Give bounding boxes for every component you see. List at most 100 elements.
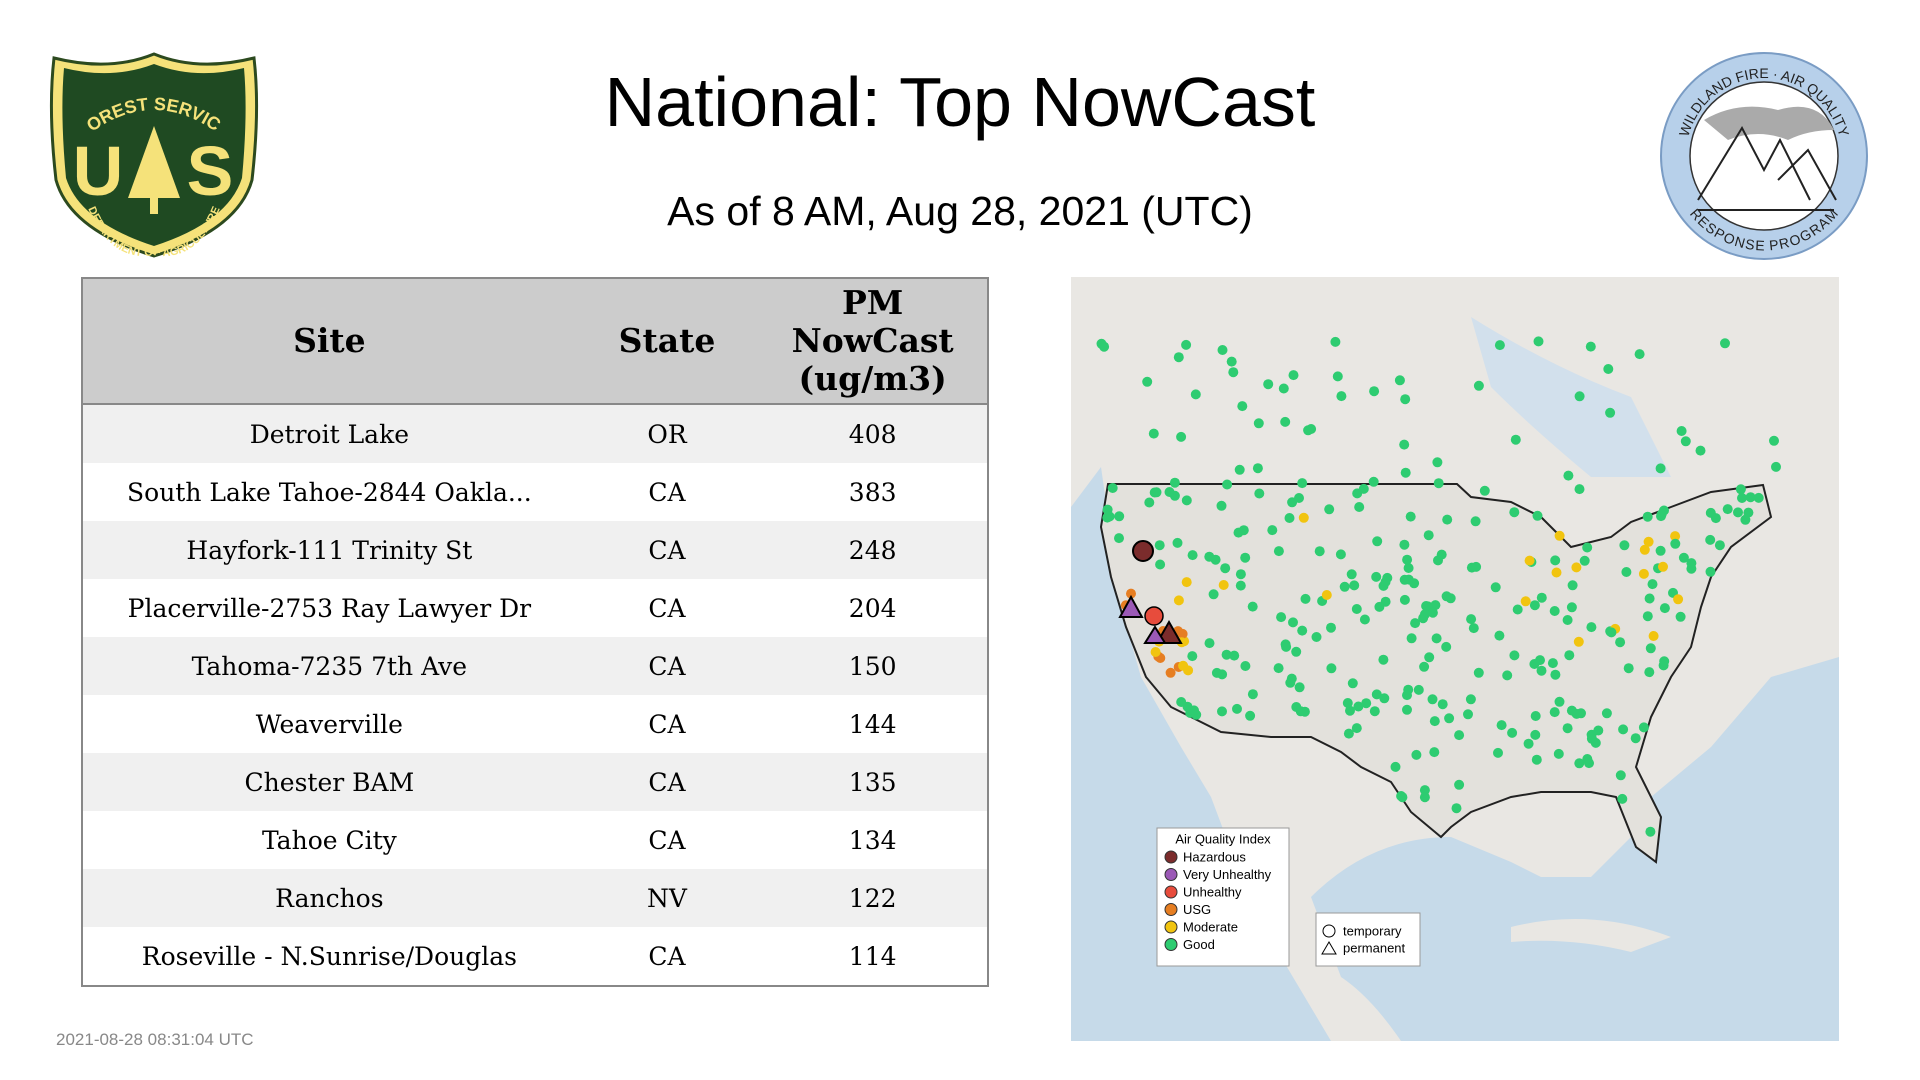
station-dot <box>1554 530 1565 541</box>
station-dot <box>1229 650 1240 661</box>
station-dot <box>1345 705 1355 716</box>
station-dot <box>1740 514 1751 525</box>
station-dot <box>1573 636 1584 647</box>
station-dot <box>1574 391 1585 402</box>
state-cell: CA <box>575 927 759 986</box>
station-dot <box>1165 667 1176 678</box>
station-dot <box>1371 571 1382 582</box>
station-dot <box>1221 649 1232 660</box>
station-dot <box>1720 338 1730 349</box>
station-dot <box>1655 463 1666 474</box>
timestamp: 2021-08-28 08:31:04 UTC <box>56 1030 254 1049</box>
station-dot <box>1520 596 1531 607</box>
station-dot <box>1204 638 1215 649</box>
station-dot <box>1232 703 1242 714</box>
station-dot <box>1399 539 1410 550</box>
station-dot <box>1349 580 1360 591</box>
legend-label: temporary <box>1343 923 1402 938</box>
station-dot <box>1220 563 1231 574</box>
site-cell: Chester BAM <box>82 753 576 811</box>
state-cell: CA <box>575 521 759 579</box>
station-dot <box>1536 592 1547 603</box>
station-dot <box>1154 540 1165 551</box>
station-dot <box>1252 463 1263 474</box>
station-dot <box>1769 435 1779 446</box>
table-row: Roseville - N.Sunrise/Douglas CA 114 <box>82 927 988 986</box>
station-dot <box>1419 785 1430 796</box>
state-cell: CA <box>575 753 759 811</box>
station-dot <box>1419 661 1430 672</box>
station-dot <box>1509 507 1520 518</box>
station-dot <box>1586 729 1597 740</box>
station-dot <box>1164 487 1175 497</box>
station-dot <box>1429 747 1440 758</box>
station-dot <box>1643 536 1654 547</box>
station-dot <box>1427 694 1438 705</box>
station-dot <box>1530 711 1541 721</box>
hudson <box>1471 317 1671 477</box>
station-dot <box>1336 391 1347 402</box>
station-dot <box>1451 803 1462 814</box>
table-body: Detroit Lake OR 408 South Lake Tahoe-2844 O… <box>82 404 988 986</box>
state-cell: CA <box>575 811 759 869</box>
legend-label: Unhealthy <box>1183 884 1242 899</box>
station-dot <box>1585 341 1596 352</box>
station-dot <box>1530 729 1541 740</box>
station-dot <box>1394 375 1405 386</box>
station-dot <box>1343 728 1354 739</box>
station-dot <box>1454 730 1465 741</box>
station-dot <box>1617 793 1628 804</box>
station-dot <box>1695 445 1706 456</box>
table-row: Detroit Lake OR 408 <box>82 404 988 463</box>
station-dot <box>1419 792 1430 803</box>
station-dot <box>1722 504 1733 515</box>
station-dot <box>1531 754 1542 765</box>
station-dot <box>1238 525 1249 536</box>
logo-tree <box>128 126 180 198</box>
logo-smoke <box>1704 106 1834 140</box>
station-dot <box>1372 536 1383 547</box>
station-dot <box>1263 379 1274 390</box>
logo-mountains <box>1697 125 1837 201</box>
station-dot <box>1245 710 1256 721</box>
site-cell: Detroit Lake <box>82 404 576 463</box>
hazardous-site <box>1132 540 1154 562</box>
station-dot <box>1237 401 1248 412</box>
title: National: Top NowCast <box>604 63 1316 141</box>
nowcast-cell: 114 <box>758 927 988 986</box>
station-dot <box>1615 637 1626 648</box>
station-dot <box>1509 650 1520 661</box>
station-dot <box>1433 478 1444 489</box>
station-dot <box>1299 706 1310 717</box>
station-dot <box>1639 544 1650 555</box>
station-dot <box>1550 555 1561 566</box>
site-cell: Tahoe City <box>82 811 576 869</box>
table-row: Hayfork-111 Trinity St CA 248 <box>82 521 988 579</box>
station-dot <box>1280 416 1291 427</box>
station-dot <box>1512 604 1523 615</box>
station-dot <box>1579 555 1590 566</box>
station-dot <box>1273 546 1284 557</box>
station-dot <box>1371 689 1382 700</box>
station-dot <box>1217 706 1227 717</box>
station-dot <box>1332 371 1343 382</box>
station-dot <box>1142 376 1153 387</box>
legend-circle <box>1322 924 1336 938</box>
station-dot <box>1562 615 1573 625</box>
station-dot <box>1226 356 1237 367</box>
logo-letter: S <box>187 132 234 210</box>
station-dot <box>1403 574 1414 585</box>
station-dot <box>1705 566 1716 577</box>
station-dot <box>1311 632 1322 642</box>
station-dot <box>1705 507 1716 518</box>
station-dot <box>1291 646 1302 657</box>
station-dot <box>1471 561 1482 572</box>
station-dot <box>1149 487 1160 498</box>
station-dot <box>1228 367 1239 378</box>
subtitle: As of 8 AM, Aug 28, 2021 (UTC) <box>667 188 1253 234</box>
station-dot <box>1574 484 1585 495</box>
station-dot <box>1321 590 1332 600</box>
station-dot <box>1114 511 1125 522</box>
station-dot <box>1567 580 1578 591</box>
station-dot <box>1645 826 1656 837</box>
